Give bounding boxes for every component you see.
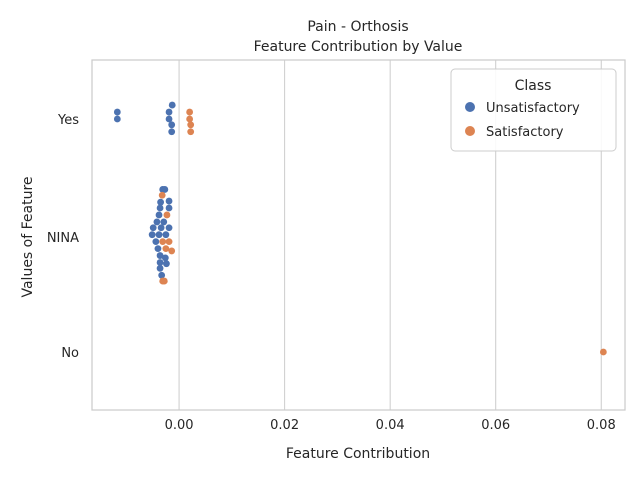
data-point-unsatisfactory — [158, 271, 166, 279]
data-point-unsatisfactory — [165, 224, 173, 232]
legend-marker-unsatisfactory — [465, 102, 475, 112]
plot-frame — [91, 59, 626, 411]
data-point-unsatisfactory — [157, 198, 165, 206]
data-point-satisfactory — [186, 108, 194, 116]
y-tick-label: No — [61, 346, 79, 361]
data-point-unsatisfactory — [160, 218, 168, 226]
data-point-unsatisfactory — [154, 245, 162, 253]
data-point-unsatisfactory — [165, 108, 173, 116]
data-point-unsatisfactory — [156, 252, 164, 259]
data-point-satisfactory — [186, 115, 194, 123]
x-tick-label: 0.08 — [587, 418, 616, 433]
data-point-unsatisfactory — [168, 101, 176, 109]
data-point-unsatisfactory — [148, 231, 156, 239]
y-tick-label: Yes — [57, 113, 79, 128]
data-point-unsatisfactory — [156, 264, 164, 272]
data-points — [113, 101, 607, 356]
data-point-satisfactory — [168, 247, 176, 255]
x-axis-label: Feature Contribution — [286, 446, 430, 462]
x-tick-label: 0.06 — [481, 418, 510, 433]
data-point-satisfactory — [160, 277, 168, 285]
x-tick-label: 0.04 — [376, 418, 405, 433]
legend-title: Class — [515, 78, 552, 94]
data-point-satisfactory — [599, 348, 607, 356]
x-tick-label: 0.00 — [165, 418, 194, 433]
x-tick-label: 0.02 — [270, 418, 299, 433]
data-point-unsatisfactory — [165, 204, 173, 212]
data-point-unsatisfactory — [165, 115, 173, 123]
data-point-unsatisfactory — [163, 260, 170, 268]
data-point-unsatisfactory — [113, 108, 121, 116]
data-point-satisfactory — [158, 191, 166, 199]
data-point-unsatisfactory — [168, 128, 176, 136]
data-point-unsatisfactory — [152, 238, 160, 246]
data-point-unsatisfactory — [162, 231, 170, 239]
y-tick-label: NINA — [47, 231, 79, 246]
data-point-satisfactory — [187, 128, 195, 136]
y-axis-label: Values of Feature — [20, 176, 36, 297]
chart-subtitle: Feature Contribution by Value — [254, 39, 463, 55]
data-point-unsatisfactory — [153, 218, 161, 226]
data-point-unsatisfactory — [156, 259, 164, 266]
legend-marker-satisfactory — [465, 126, 475, 136]
data-point-unsatisfactory — [155, 211, 163, 219]
data-point-satisfactory — [187, 121, 195, 129]
data-point-unsatisfactory — [165, 197, 173, 205]
data-point-unsatisfactory — [161, 254, 169, 262]
data-point-unsatisfactory — [155, 231, 163, 239]
x-tick-labels: 0.00 0.02 0.04 0.06 0.08 — [165, 418, 616, 433]
legend-box — [450, 68, 617, 152]
data-point-unsatisfactory — [156, 204, 164, 212]
data-point-unsatisfactory — [149, 224, 157, 232]
y-tick-labels: Yes NINA No — [47, 113, 79, 361]
legend-label-satisfactory: Satisfactory — [486, 125, 564, 140]
data-point-satisfactory — [165, 238, 173, 246]
legend-label-unsatisfactory: Unsatisfactory — [486, 101, 580, 116]
data-point-satisfactory — [159, 238, 167, 246]
data-point-unsatisfactory — [161, 186, 169, 193]
chart-title: Pain - Orthosis — [307, 19, 408, 35]
data-point-satisfactory — [163, 211, 171, 219]
data-point-unsatisfactory — [113, 115, 121, 123]
data-point-unsatisfactory — [168, 121, 176, 129]
legend: Class Unsatisfactory Satisfactory — [450, 68, 617, 152]
data-point-satisfactory — [162, 245, 170, 253]
data-point-unsatisfactory — [157, 224, 165, 232]
